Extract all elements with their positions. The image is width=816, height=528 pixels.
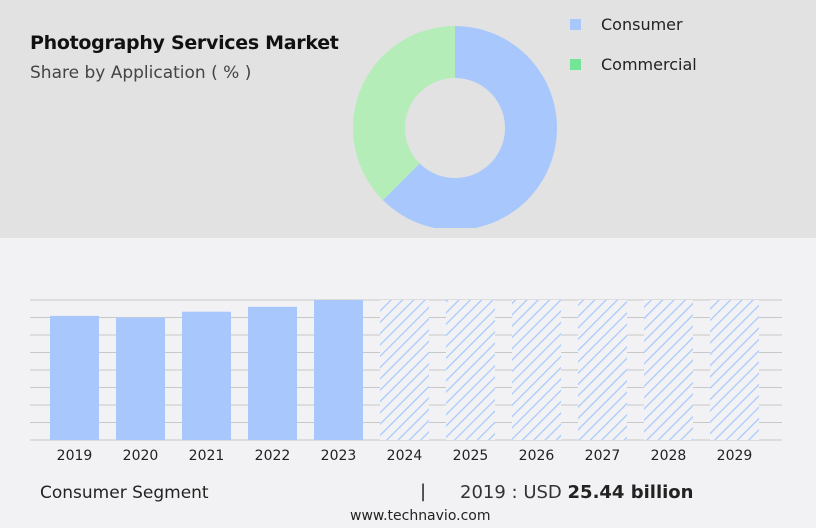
forecast-bar-2027 [578, 300, 627, 440]
legend-item-consumer: Consumer [570, 14, 697, 34]
x-tick-label: 2029 [717, 448, 753, 464]
x-tick-label: 2024 [387, 448, 423, 464]
value: 25.44 billion [567, 482, 694, 503]
legend-label: Commercial [601, 54, 697, 74]
x-tick-label: 2027 [585, 448, 621, 464]
x-tick-label: 2023 [321, 448, 357, 464]
chart-subtitle: Share by Application ( % ) [30, 63, 252, 83]
x-tick-label: 2026 [519, 448, 555, 464]
legend-item-commercial: Commercial [570, 54, 697, 74]
bar-2021 [182, 311, 231, 440]
legend: Consumer Commercial [570, 14, 697, 94]
legend-label: Consumer [601, 14, 683, 34]
donut-slice-consumer [382, 26, 557, 228]
bar-2019 [50, 315, 99, 440]
year-label: 2019 : USD [460, 482, 562, 503]
forecast-bar-2025 [446, 300, 495, 440]
forecast-bar-2028 [644, 300, 693, 440]
bar-2023 [314, 300, 363, 440]
forecast-bar-2026 [512, 300, 561, 440]
bar-2020 [116, 317, 165, 440]
segment-value: 2019 : USD 25.44 billion [460, 482, 693, 503]
segment-label: Consumer Segment [40, 483, 209, 503]
x-tick-label: 2021 [189, 448, 225, 464]
bar-2022 [248, 306, 297, 440]
x-tick-label: 2020 [123, 448, 159, 464]
separator: | [420, 481, 427, 502]
legend-swatch [570, 58, 581, 70]
x-tick-label: 2025 [453, 448, 489, 464]
x-tick-label: 2022 [255, 448, 291, 464]
legend-swatch [570, 18, 581, 30]
forecast-bar-2024 [380, 300, 429, 440]
x-tick-label: 2028 [651, 448, 687, 464]
x-tick-label: 2019 [57, 448, 93, 464]
forecast-bar-2029 [710, 300, 759, 440]
donut-slice-commercial [353, 26, 455, 201]
chart-title: Photography Services Market [30, 32, 339, 54]
source-url: www.technavio.com [350, 508, 491, 524]
